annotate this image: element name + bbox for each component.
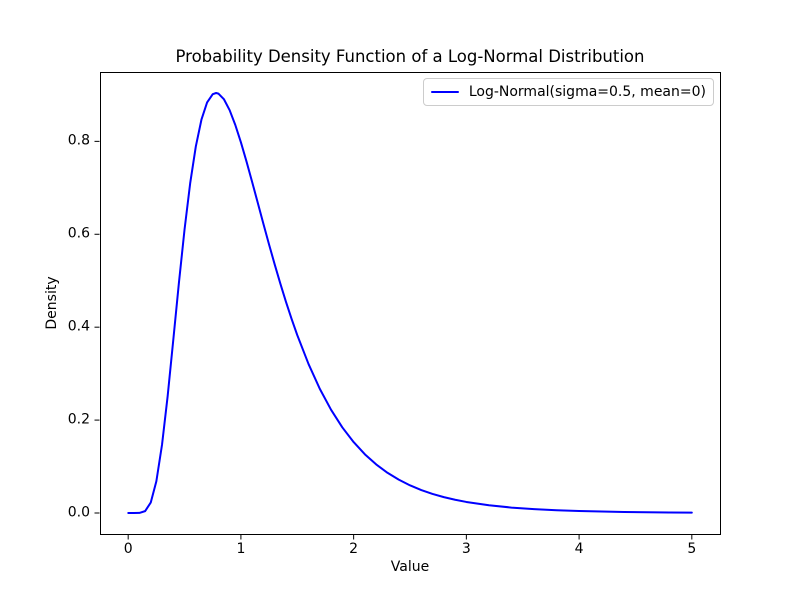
legend: Log-Normal(sigma=0.5, mean=0) — [422, 78, 714, 106]
x-axis-label: Value — [390, 559, 430, 575]
axes-frame — [100, 72, 721, 535]
lognormal-pdf-curve — [127, 92, 693, 514]
x-tick-label: 2 — [349, 541, 359, 557]
y-tick-label: 0.2 — [67, 411, 90, 428]
y-tick-label: 0.8 — [67, 132, 90, 149]
y-tick-label: 0.4 — [67, 318, 90, 335]
legend-label: Log-Normal(sigma=0.5, mean=0) — [468, 84, 706, 100]
x-tick-label: 3 — [461, 541, 471, 557]
legend-line-sample — [430, 91, 459, 93]
x-tick-label: 1 — [236, 541, 246, 557]
plot-title: Probability Density Function of a Log-No… — [175, 47, 645, 66]
x-tick-label: 4 — [574, 541, 584, 557]
x-tick-label: 5 — [687, 541, 697, 557]
y-tick-label: 0.0 — [67, 504, 90, 521]
y-axis-label: Density — [44, 276, 60, 330]
x-tick-label: 0 — [123, 541, 133, 557]
y-tick-label: 0.6 — [67, 225, 90, 242]
